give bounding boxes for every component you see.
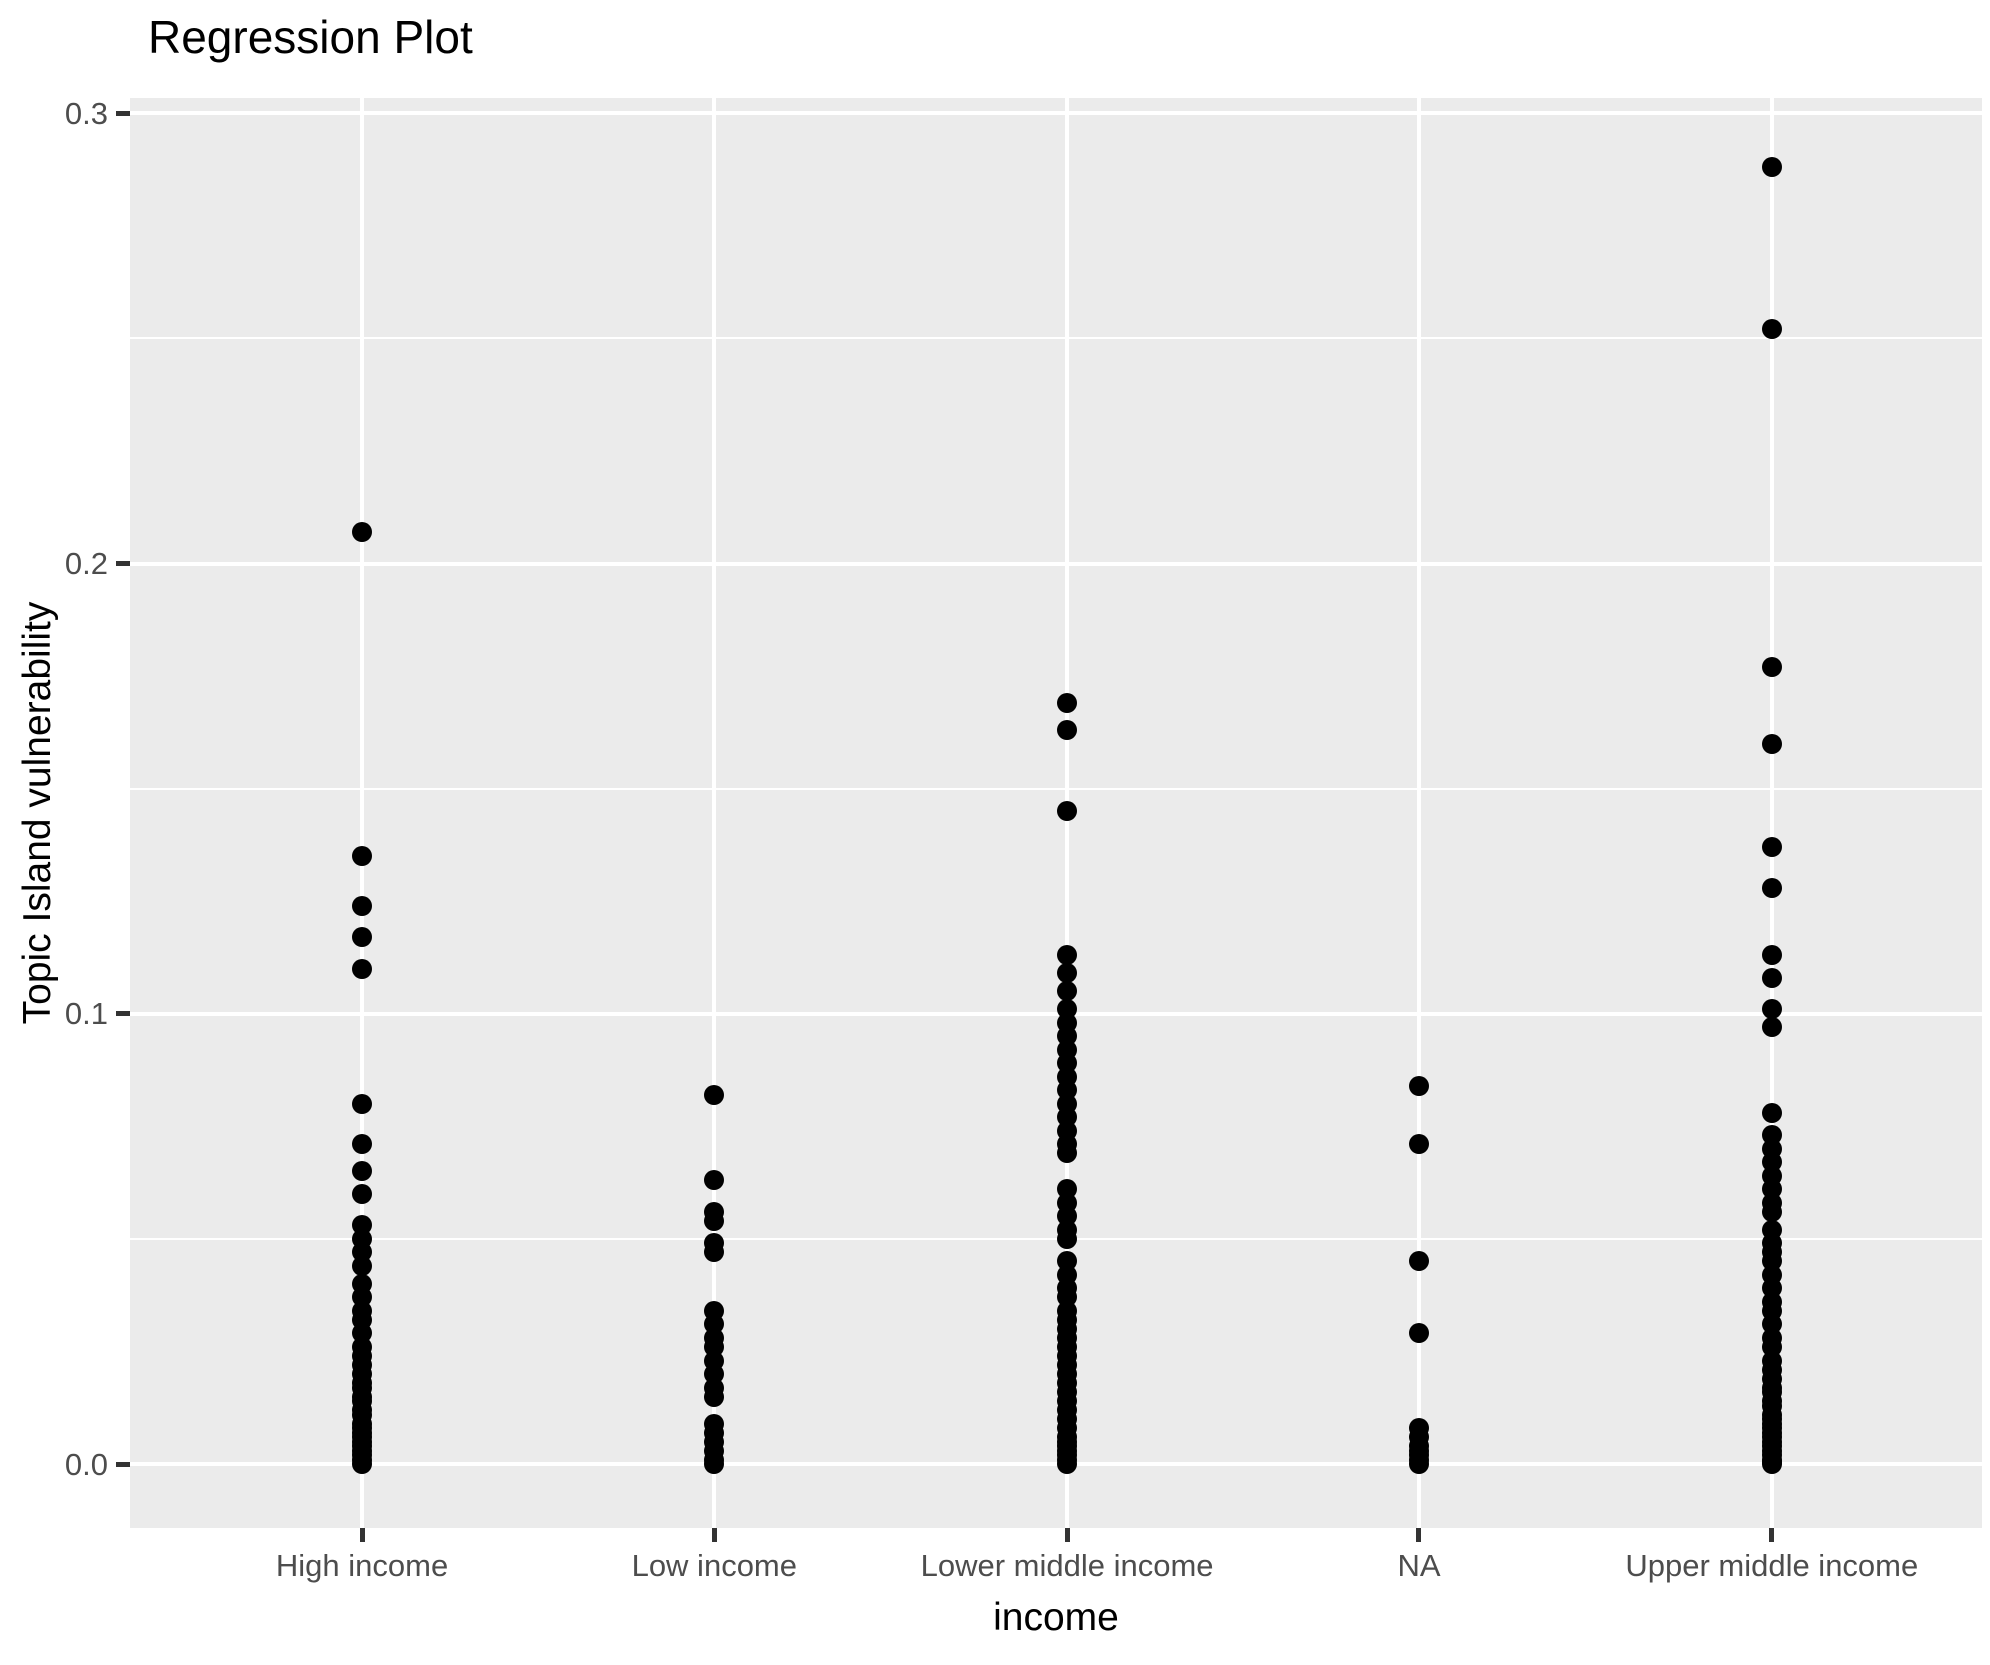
- x-major-gridline: [712, 98, 717, 1528]
- data-point: [1408, 1454, 1429, 1475]
- data-point: [704, 1242, 725, 1263]
- data-point: [1761, 967, 1782, 988]
- data-point: [352, 1183, 373, 1204]
- y-tick-mark: [116, 561, 130, 567]
- data-point: [1057, 693, 1078, 714]
- x-major-gridline: [360, 98, 365, 1528]
- y-tick-mark: [116, 1461, 130, 1467]
- data-point: [1408, 1323, 1429, 1344]
- data-point: [1408, 1134, 1429, 1155]
- y-tick-label: 0.1: [64, 996, 108, 1032]
- data-point: [1057, 1143, 1078, 1164]
- x-tick-mark: [359, 1528, 365, 1542]
- data-point: [352, 1454, 373, 1475]
- y-axis-title: Topic Island vulnerability: [16, 601, 59, 1025]
- y-tick-label: 0.3: [64, 95, 108, 131]
- chart-title: Regression Plot: [148, 11, 473, 63]
- data-point: [1761, 1017, 1782, 1038]
- data-point: [1761, 1201, 1782, 1222]
- x-axis-title: income: [993, 1596, 1119, 1639]
- data-point: [1057, 963, 1078, 984]
- y-major-gridline: [130, 1011, 1982, 1016]
- data-point: [1057, 945, 1078, 966]
- x-tick-mark: [1064, 1528, 1070, 1542]
- data-point: [352, 1255, 373, 1276]
- data-point: [352, 1134, 373, 1155]
- y-minor-gridline: [130, 1237, 1982, 1240]
- data-point: [352, 522, 373, 543]
- data-point: [352, 846, 373, 867]
- x-major-gridline: [1769, 98, 1774, 1528]
- x-tick-label: Upper middle income: [1625, 1548, 1919, 1583]
- data-point: [1408, 1251, 1429, 1272]
- data-point: [352, 895, 373, 916]
- data-point: [1057, 1228, 1078, 1249]
- data-point: [352, 927, 373, 948]
- x-tick-label: Lower middle income: [920, 1548, 1214, 1583]
- y-major-gridline: [130, 561, 1982, 566]
- data-point: [1761, 1454, 1782, 1475]
- data-point: [1761, 157, 1782, 178]
- y-major-gridline: [130, 111, 1982, 116]
- data-point: [1761, 877, 1782, 898]
- x-tick-mark: [1416, 1528, 1422, 1542]
- data-point: [352, 1161, 373, 1182]
- data-point: [704, 1170, 725, 1191]
- data-point: [1761, 1102, 1782, 1123]
- y-tick-label: 0.2: [64, 546, 108, 582]
- x-tick-mark: [711, 1528, 717, 1542]
- data-point: [1057, 981, 1078, 1002]
- data-point: [704, 1210, 725, 1231]
- data-point: [1408, 1075, 1429, 1096]
- x-tick-label: High income: [275, 1548, 449, 1583]
- data-point: [704, 1386, 725, 1407]
- y-tick-label: 0.0: [64, 1446, 108, 1482]
- data-point: [704, 1084, 725, 1105]
- x-tick-label: Low income: [631, 1548, 797, 1583]
- x-major-gridline: [1416, 98, 1421, 1528]
- y-tick-mark: [116, 1011, 130, 1017]
- data-point: [1761, 733, 1782, 754]
- data-point: [704, 1454, 725, 1475]
- data-point: [1057, 720, 1078, 741]
- data-point: [1761, 999, 1782, 1020]
- y-major-gridline: [130, 1462, 1982, 1467]
- x-tick-mark: [1769, 1528, 1775, 1542]
- data-point: [1057, 801, 1078, 822]
- y-minor-gridline: [130, 787, 1982, 790]
- data-point: [1761, 945, 1782, 966]
- x-tick-label: NA: [1397, 1548, 1441, 1583]
- y-minor-gridline: [130, 337, 1982, 340]
- data-point: [1761, 837, 1782, 858]
- data-point: [1761, 319, 1782, 340]
- data-point: [1057, 1454, 1078, 1475]
- data-point: [352, 1093, 373, 1114]
- data-point: [352, 958, 373, 979]
- plot-panel: [130, 98, 1982, 1528]
- data-point: [1761, 657, 1782, 678]
- y-tick-mark: [116, 110, 130, 116]
